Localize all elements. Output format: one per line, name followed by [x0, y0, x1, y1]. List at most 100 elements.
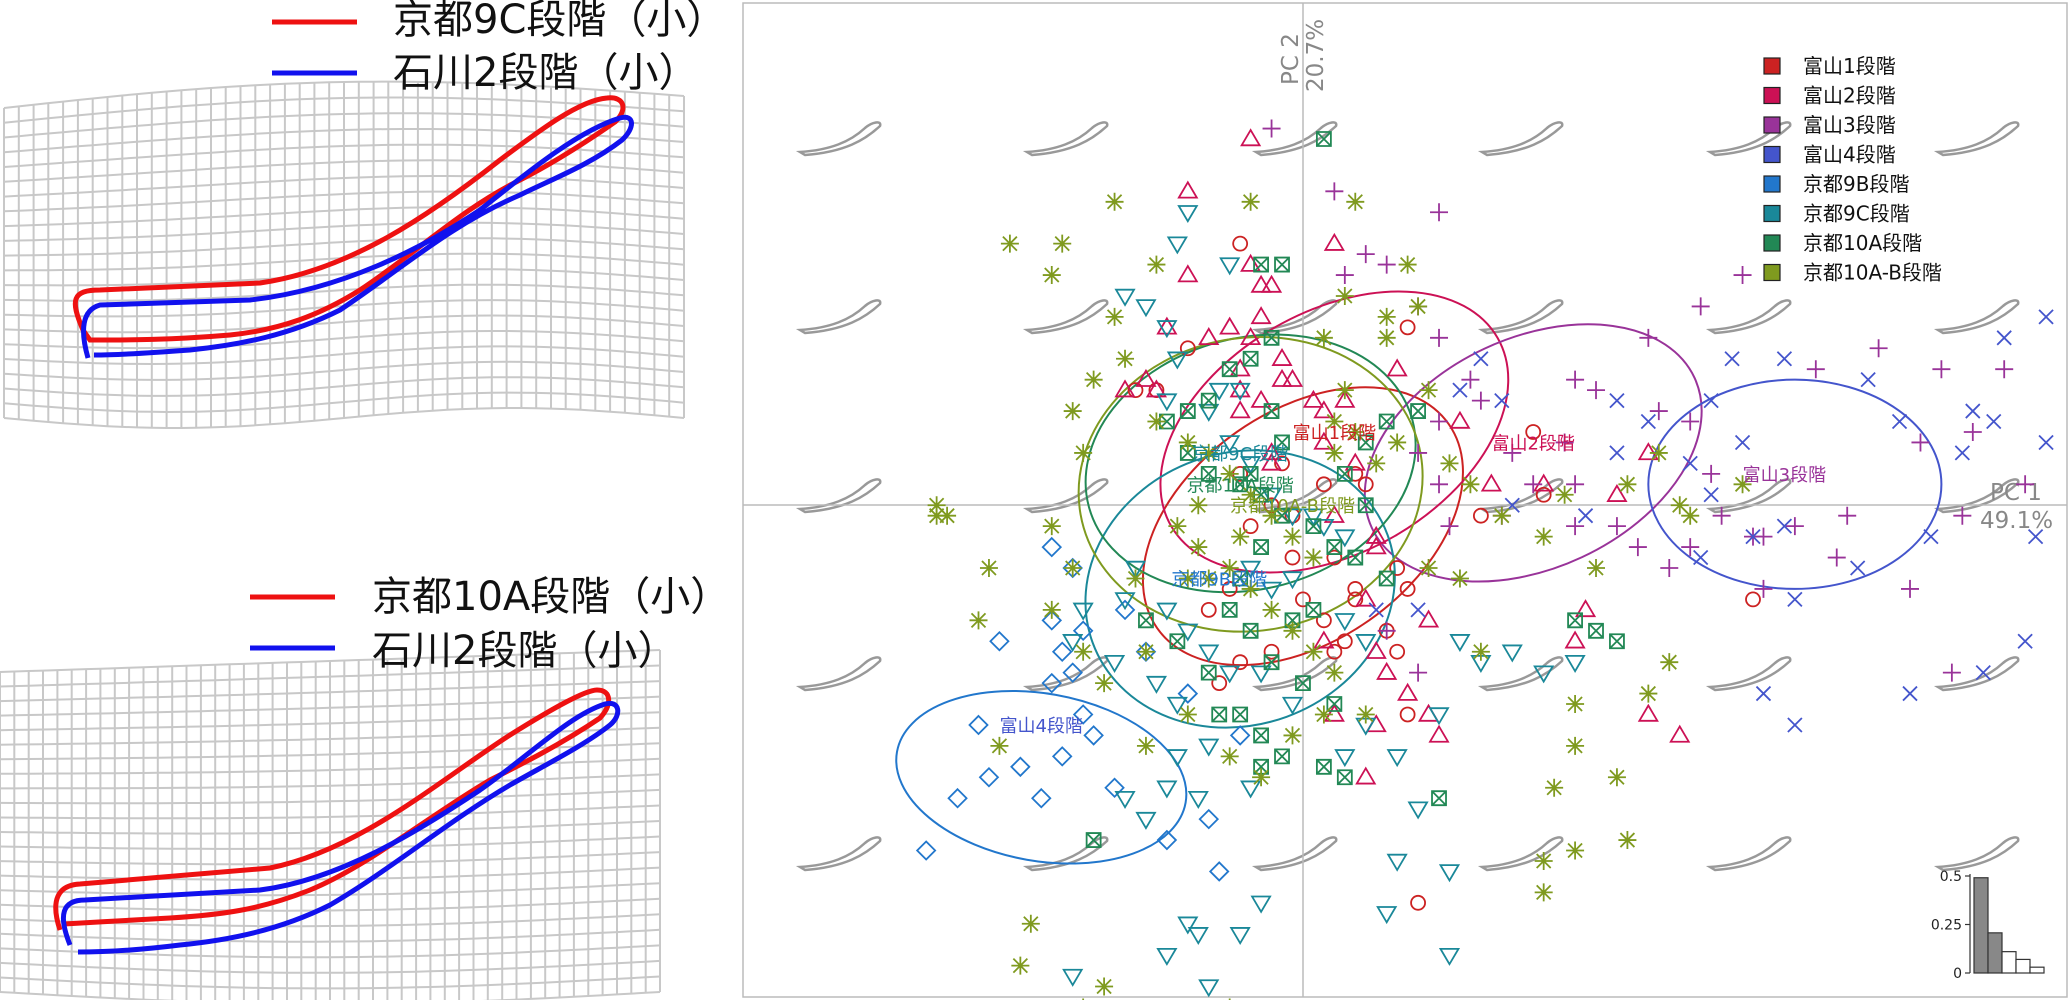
- point-asterisk: [1042, 266, 1061, 285]
- point-plus: [1430, 412, 1449, 431]
- point-x: [1494, 392, 1510, 409]
- ellipse-富山4段階: [1647, 378, 1943, 590]
- pca-plot: PC 1 49.1% PC 2 20.7% 富山1段階 富山2段階富山3段階富山4…: [742, 2, 2068, 1000]
- ellipse-label: 京都10A段階: [1187, 475, 1294, 496]
- shape-thumbnail: [1705, 121, 1792, 157]
- point-boxed-x: [1609, 633, 1625, 650]
- point-boxed-x: [1305, 518, 1322, 535]
- shape-thumbnail: [795, 478, 882, 514]
- point-asterisk: [979, 559, 998, 578]
- point-boxed-x: [1200, 392, 1217, 409]
- point-triangle-down: [1219, 257, 1241, 276]
- point-diamond: [1198, 808, 1220, 830]
- point-diamond: [1041, 672, 1063, 694]
- point-asterisk: [1105, 307, 1124, 326]
- point-x: [1724, 351, 1740, 367]
- point-asterisk: [1670, 496, 1689, 515]
- point-triangle-down: [1533, 665, 1555, 684]
- point-boxed-x: [1274, 256, 1290, 273]
- point-asterisk: [1189, 538, 1208, 557]
- point-plus: [1869, 339, 1888, 358]
- point-diamond: [1072, 704, 1094, 725]
- point-triangle-down: [1198, 403, 1220, 422]
- point-asterisk: [1440, 454, 1459, 473]
- legend-swatch: [1763, 234, 1781, 252]
- point-asterisk: [1199, 569, 1218, 588]
- point-asterisk: [969, 611, 988, 630]
- inset-tick-label: 0.25: [1931, 918, 1962, 934]
- point-boxed-x: [1410, 403, 1426, 419]
- point-asterisk: [1325, 663, 1344, 682]
- point-boxed-x: [1315, 131, 1332, 147]
- point-x: [1954, 445, 1970, 461]
- point-circle: [1232, 235, 1249, 252]
- point-triangle-down: [1198, 738, 1220, 757]
- point-triangle-down: [1156, 780, 1178, 799]
- point-boxed-x: [1431, 790, 1447, 807]
- point-asterisk: [1042, 600, 1061, 619]
- top-deformation-panel: 京都9C段階（小） 石川2段階（小）: [3, 0, 726, 429]
- point-x: [1776, 518, 1793, 534]
- point-triangle-down: [1355, 634, 1377, 653]
- point-asterisk: [1000, 234, 1019, 253]
- point-triangle-down: [1103, 654, 1126, 673]
- point-asterisk: [1398, 255, 1417, 274]
- legend-swatch: [1763, 57, 1781, 75]
- point-triangle-down: [1177, 205, 1199, 224]
- point-x: [1745, 528, 1761, 545]
- point-triangle-down: [1229, 927, 1251, 945]
- point-asterisk: [1346, 422, 1365, 441]
- point-plus: [1430, 475, 1449, 494]
- point-plus: [1806, 360, 1825, 379]
- legend-label: 富山4段階: [1803, 143, 1896, 167]
- point-asterisk: [938, 506, 957, 525]
- point-diamond: [1104, 777, 1125, 799]
- point-triangle-up: [1260, 442, 1283, 461]
- point-circle: [1410, 894, 1426, 911]
- point-circle: [1200, 601, 1217, 618]
- point-boxed-x: [1315, 758, 1332, 775]
- ellipse-label: 京都9B段階: [1171, 569, 1267, 590]
- legend-swatch: [1763, 204, 1781, 223]
- ellipse-富山1段階: [1141, 386, 1464, 667]
- point-asterisk: [1178, 433, 1197, 452]
- legend-label: 京都10A段階: [1803, 231, 1922, 255]
- shape-thumbnail: [795, 299, 882, 335]
- point-asterisk: [1304, 548, 1323, 567]
- point-asterisk: [1252, 768, 1271, 787]
- point-boxed-x: [1378, 413, 1395, 430]
- point-circle: [1263, 643, 1280, 660]
- point-asterisk: [1450, 569, 1469, 588]
- point-x: [1693, 549, 1709, 566]
- point-asterisk: [1335, 286, 1354, 305]
- point-triangle-up: [1323, 703, 1345, 722]
- point-triangle-up: [1637, 703, 1659, 722]
- point-plus: [1440, 517, 1459, 536]
- point-asterisk: [1199, 443, 1218, 462]
- point-triangle-down: [1156, 393, 1178, 412]
- shape-thumbnail: [795, 121, 882, 157]
- point-x: [1609, 445, 1625, 461]
- point-circle: [1179, 340, 1196, 357]
- point-triangle-down: [1250, 665, 1272, 684]
- top-legend-blue-label: 石川2段階（小）: [393, 50, 698, 96]
- point-asterisk: [1566, 736, 1585, 755]
- shape-thumbnail: [1933, 836, 2020, 872]
- point-triangle-up: [1240, 253, 1262, 272]
- point-triangle-up: [1156, 316, 1178, 335]
- point-triangle-down: [1187, 927, 1209, 945]
- point-triangle-down: [1313, 518, 1335, 537]
- point-boxed-x: [1326, 539, 1343, 555]
- point-triangle-up: [1323, 232, 1345, 251]
- point-triangle-down: [1260, 581, 1283, 600]
- point-asterisk: [1147, 255, 1166, 274]
- point-asterisk: [1074, 642, 1093, 661]
- point-x: [1452, 382, 1468, 398]
- point-plus: [1932, 360, 1951, 379]
- point-plus: [1785, 517, 1804, 536]
- point-plus: [1838, 506, 1857, 525]
- shape-thumbnail: [1933, 299, 2020, 335]
- point-plus: [1660, 559, 1679, 578]
- point-boxed-x: [1242, 622, 1259, 639]
- point-diamond: [1041, 610, 1063, 631]
